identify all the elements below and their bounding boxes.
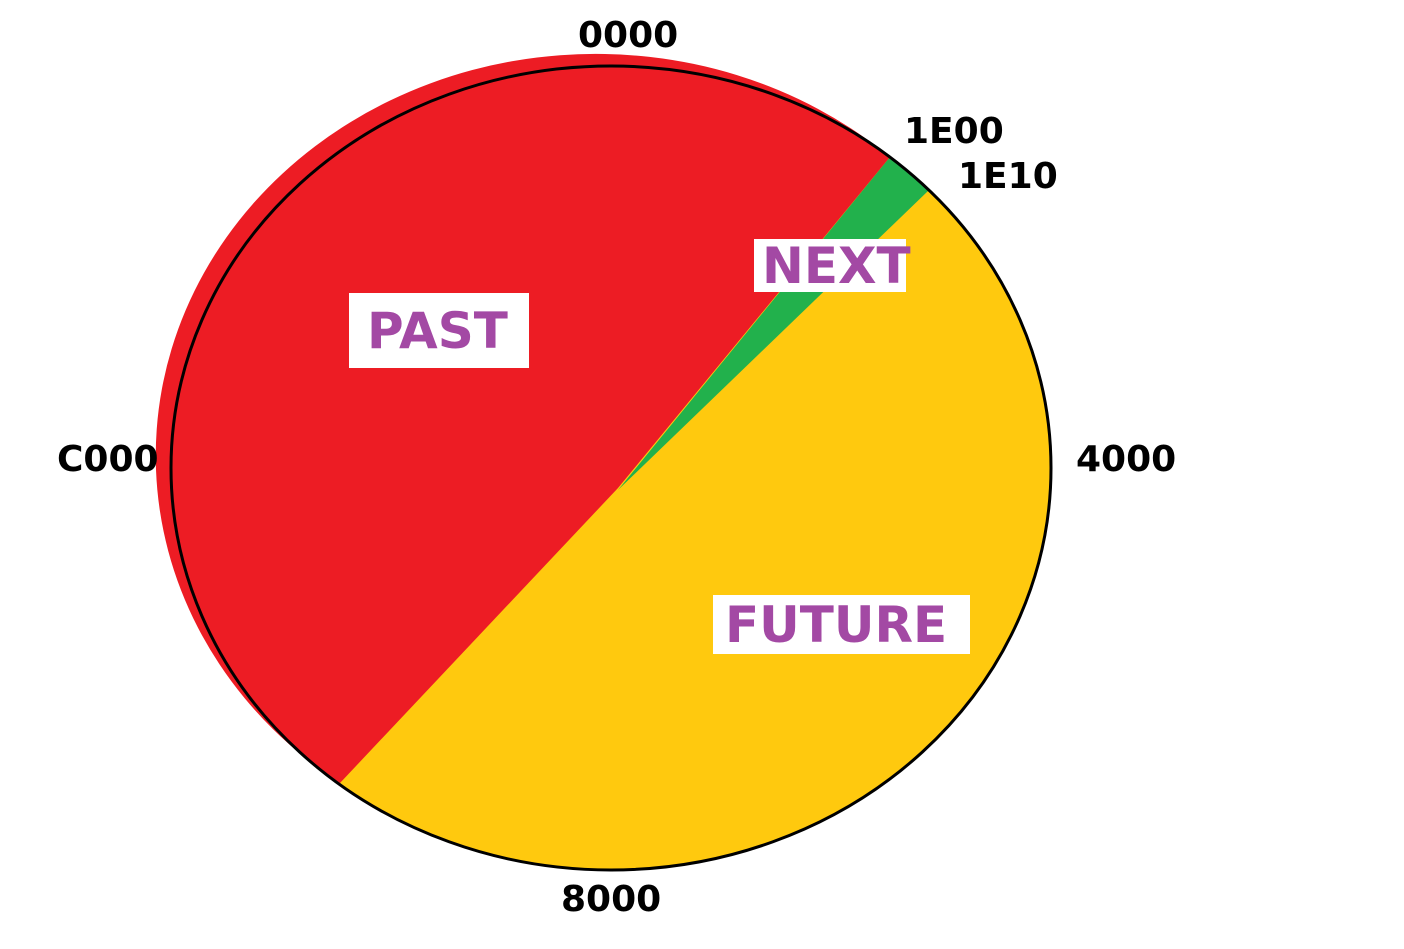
past-label: PAST [349, 293, 529, 368]
address-label-1e00: 1E00 [904, 111, 1004, 152]
future-label: FUTURE [713, 595, 970, 654]
next-label: NEXT [754, 239, 911, 292]
address-label-8000: 8000 [561, 879, 662, 920]
circle-outline [169, 64, 1053, 872]
address-label-4000: 4000 [1076, 439, 1177, 480]
address-label-c000: C000 [57, 439, 159, 480]
past-region [155, 53, 890, 784]
address-label-0000: 0000 [578, 15, 679, 56]
address-label-1e10: 1E10 [958, 156, 1058, 197]
